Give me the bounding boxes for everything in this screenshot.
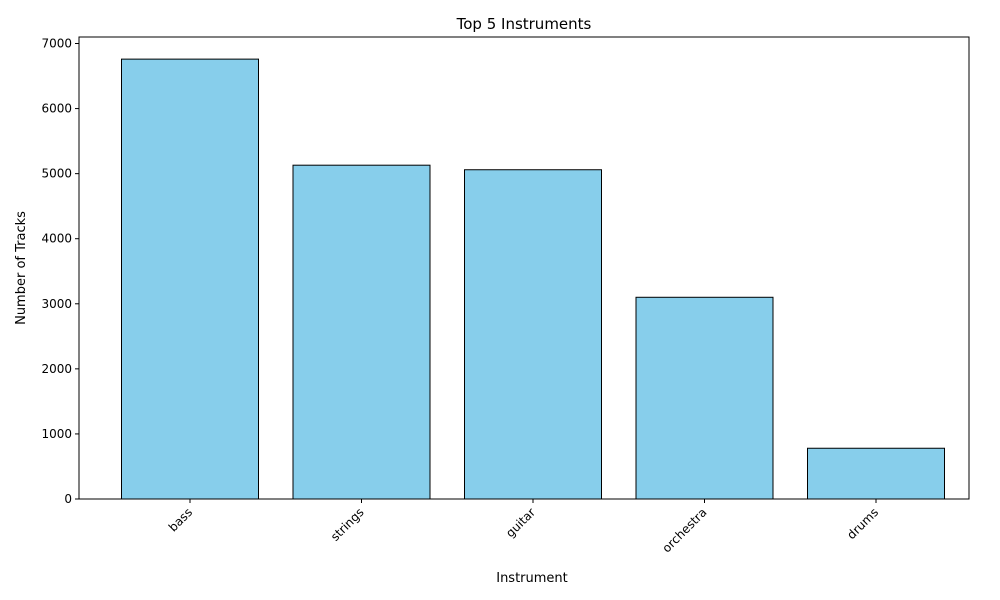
bar — [464, 169, 602, 500]
y-tick-label: 4000 — [41, 232, 72, 246]
y-tick-label: 1000 — [41, 427, 72, 441]
x-tick-label: drums — [844, 505, 881, 542]
y-tick-label: 3000 — [41, 297, 72, 311]
bar — [807, 447, 945, 500]
x-tick-label: orchestra — [660, 505, 710, 555]
y-tick-label: 5000 — [41, 167, 72, 181]
bar — [121, 58, 259, 500]
x-tick-label: bass — [166, 505, 195, 534]
y-tick-label: 0 — [64, 492, 72, 506]
y-tick-label: 7000 — [41, 37, 72, 51]
plot-frame — [78, 36, 970, 500]
x-tick-label: strings — [328, 505, 367, 544]
bar — [635, 296, 774, 500]
x-axis-label: Instrument — [496, 571, 568, 586]
chart-title: Top 5 Instruments — [456, 15, 592, 33]
x-tick-label: guitar — [503, 505, 538, 540]
y-tick-label: 6000 — [41, 102, 72, 116]
bar — [292, 164, 431, 500]
y-tick-label: 2000 — [41, 362, 72, 376]
y-axis-label: Number of Tracks — [14, 211, 29, 325]
